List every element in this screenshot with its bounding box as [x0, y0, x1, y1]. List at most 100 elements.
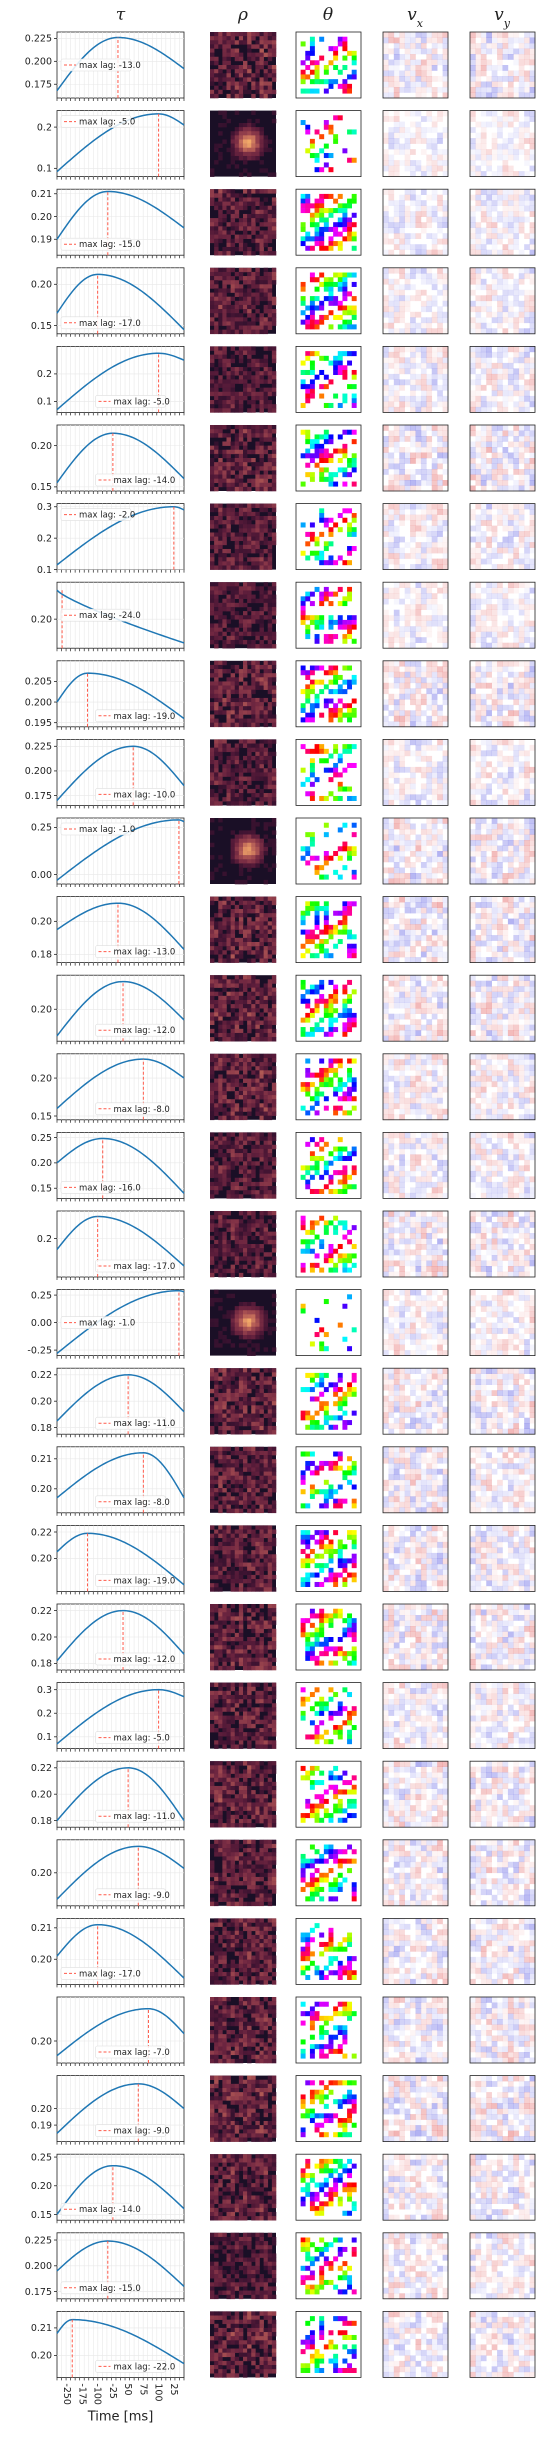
vx-cell: [416, 60, 422, 66]
vx-cell: [443, 425, 449, 431]
rho-cell: [268, 714, 272, 718]
rho-cell: [218, 636, 222, 640]
vy-cell: [524, 548, 530, 554]
theta-cell: [315, 306, 320, 311]
rho-cell: [260, 450, 264, 454]
vy-cell: [481, 626, 487, 632]
vy-cell: [481, 643, 487, 649]
rho-cell: [235, 272, 239, 276]
theta-cell: [310, 708, 315, 713]
rho-cell: [268, 504, 272, 508]
theta-cell: [305, 453, 310, 458]
rho-cell: [243, 40, 247, 44]
rho-cell: [264, 603, 268, 607]
rho-cell: [239, 239, 243, 243]
vy-cell: [492, 43, 498, 49]
vy-cell: [503, 290, 509, 296]
theta-cell: [329, 194, 334, 199]
vx-cell: [394, 582, 400, 588]
rho-cell: [260, 532, 264, 536]
vy-cell: [513, 464, 519, 470]
rho-cell: [210, 595, 214, 599]
vy-cell: [503, 317, 509, 323]
theta-cell: [338, 306, 343, 311]
vx-cell: [399, 222, 405, 228]
rho-cell: [268, 466, 272, 470]
vy-cell: [524, 189, 530, 195]
vy-cell: [492, 312, 498, 318]
rho-cell: [218, 706, 222, 710]
vx-cell: [405, 111, 411, 117]
vy-cell: [530, 363, 536, 369]
theta-cell: [319, 236, 324, 241]
rho-cell: [218, 661, 222, 665]
rho-cell: [272, 202, 276, 206]
vx-cell: [416, 295, 422, 301]
rho-cell: [239, 144, 243, 148]
theta-cell: [315, 241, 320, 246]
theta-cell: [305, 306, 310, 311]
vx-cell: [426, 166, 432, 172]
vy-cell: [513, 244, 519, 250]
vx-cell: [405, 542, 411, 548]
vx-cell: [437, 312, 443, 318]
vx-cell: [443, 346, 449, 352]
vx-cell: [426, 537, 432, 543]
vx-cell: [399, 453, 405, 459]
rho-cell: [218, 520, 222, 524]
rho-cell: [260, 665, 264, 669]
rho-cell: [255, 226, 259, 230]
vx-map: [383, 111, 448, 177]
vx-cell: [399, 317, 405, 323]
vx-cell: [416, 436, 422, 442]
theta-cell: [333, 227, 338, 232]
rho-cell: [247, 235, 251, 239]
rho-cell: [264, 599, 268, 603]
vx-cell: [399, 677, 405, 683]
rho-cell: [243, 681, 247, 685]
vy-cell: [524, 217, 530, 223]
ytick-label: 0.2: [37, 122, 52, 133]
rho-cell: [243, 82, 247, 86]
rho-cell: [227, 524, 231, 528]
rho-cell: [247, 565, 251, 569]
vx-cell: [421, 71, 427, 77]
vx-cell: [416, 588, 422, 594]
theta-cell: [338, 241, 343, 246]
theta-cell: [310, 310, 315, 315]
vx-cell: [426, 87, 432, 93]
rho-cell: [260, 433, 264, 437]
vx-cell: [443, 515, 449, 521]
rho-cell: [243, 611, 247, 615]
vy-cell: [492, 368, 498, 374]
theta-cell: [305, 356, 310, 361]
theta-cell: [301, 708, 306, 713]
vx-cell: [416, 195, 422, 201]
vx-cell: [421, 515, 427, 521]
rho-cell: [218, 152, 222, 156]
rho-cell: [239, 268, 243, 272]
vy-cell: [503, 295, 509, 301]
rho-cell: [218, 156, 222, 160]
vx-cell: [426, 49, 432, 55]
rho-cell: [227, 313, 231, 317]
vx-cell: [383, 166, 389, 172]
rho-cell: [210, 293, 214, 297]
vy-cell: [475, 189, 481, 195]
vy-cell: [497, 379, 503, 385]
rho-cell: [247, 541, 251, 545]
rho-cell: [268, 288, 272, 292]
theta-cell: [352, 310, 357, 315]
vy-cell: [497, 352, 503, 358]
vx-cell: [383, 637, 389, 643]
rho-cell: [255, 293, 259, 297]
vx-cell: [388, 537, 394, 543]
theta-cell: [315, 208, 320, 213]
theta-cell: [352, 708, 357, 713]
vx-cell: [421, 328, 427, 334]
vx-cell: [443, 284, 449, 290]
vx-cell: [432, 312, 438, 318]
vx-cell: [394, 211, 400, 217]
theta-cell: [352, 453, 357, 458]
vy-cell: [530, 469, 536, 475]
